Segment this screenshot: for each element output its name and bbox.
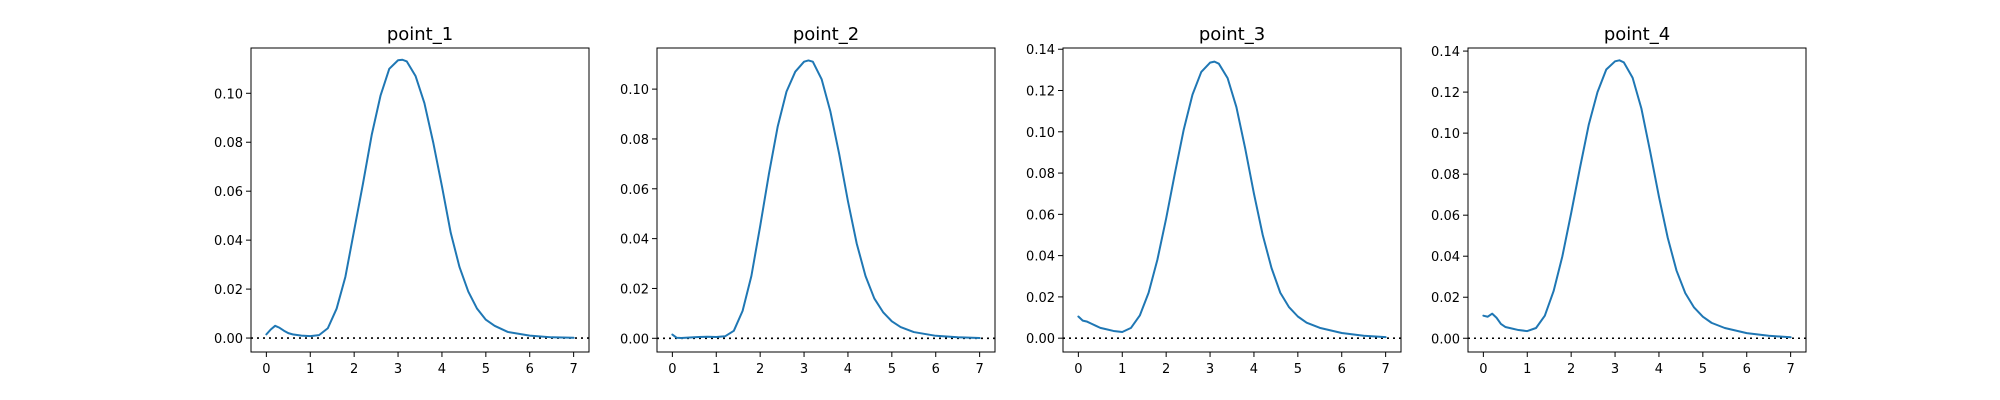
x-tick-label: 4 — [844, 362, 852, 377]
chart-panel-point-4: point_4 0 1 2 3 4 5 6 7 0.00 0.02 0.04 0.06 0.08 0.10… — [1431, 24, 1807, 377]
y-tick-label: 0.10 — [214, 87, 243, 102]
y-tick-label: 0.02 — [214, 283, 243, 298]
x-tick-label: 2 — [1567, 362, 1575, 377]
x-tick-label: 0 — [668, 362, 676, 377]
x-tick-label: 5 — [888, 362, 896, 377]
x-tick-label: 6 — [526, 362, 534, 377]
y-tick-label: 0.06 — [1431, 209, 1460, 224]
y-tick-label: 0.06 — [214, 185, 243, 200]
series-line — [1077, 60, 1387, 339]
x-tick-label: 6 — [932, 362, 940, 377]
x-tick-label: 2 — [756, 362, 764, 377]
y-tick-label: 0.02 — [620, 282, 649, 297]
y-tick-label: 0.14 — [1026, 43, 1055, 58]
y-tick-label: 0.12 — [1026, 85, 1055, 100]
x-tick-label: 3 — [1206, 362, 1214, 377]
axes-frame — [250, 47, 590, 353]
x-tick-label: 5 — [1294, 362, 1302, 377]
x-tick-label: 5 — [482, 362, 490, 377]
y-tick-label: 0.08 — [620, 133, 649, 148]
y-tick-label: 0.08 — [1431, 168, 1460, 183]
x-tick-label: 7 — [975, 362, 983, 377]
y-tick-label: 0.06 — [620, 183, 649, 198]
x-tick-label: 3 — [1611, 362, 1619, 377]
y-tick-label: 0.10 — [1431, 127, 1460, 142]
y-tick-label: 0.02 — [1431, 291, 1460, 306]
y-tick-label: 0.14 — [1431, 45, 1460, 60]
axes-frame — [1467, 47, 1807, 353]
y-tick-label: 0.04 — [1431, 250, 1460, 265]
chart-title: point_3 — [1199, 24, 1265, 45]
y-tick-label: 0.00 — [620, 332, 649, 347]
y-tick-label: 0.04 — [1026, 250, 1055, 265]
x-tick-label: 0 — [1074, 362, 1082, 377]
x-tick-label: 3 — [800, 362, 808, 377]
y-tick-label: 0.00 — [1431, 332, 1460, 347]
y-tick-label: 0.10 — [620, 83, 649, 98]
chart-panel-point-2: point_2 0 1 2 3 4 5 6 7 0.00 0.02 0.04 0.06 0.08 0.10 — [620, 24, 996, 377]
y-tick-label: 0.04 — [620, 233, 649, 248]
series-line — [1482, 59, 1792, 339]
y-tick-label: 0.08 — [1026, 167, 1055, 182]
series-line — [671, 59, 981, 340]
y-tick-label: 0.10 — [1026, 126, 1055, 141]
y-tick-label: 0.00 — [214, 332, 243, 347]
x-tick-label: 5 — [1699, 362, 1707, 377]
x-tick-label: 7 — [1381, 362, 1389, 377]
x-tick-label: 1 — [712, 362, 720, 377]
y-tick-label: 0.00 — [1026, 332, 1055, 347]
axes-frame — [1062, 47, 1402, 353]
y-tick-label: 0.12 — [1431, 86, 1460, 101]
y-tick-label: 0.04 — [214, 234, 243, 249]
x-tick-label: 7 — [1786, 362, 1794, 377]
x-tick-label: 4 — [1655, 362, 1663, 377]
x-tick-label: 4 — [438, 362, 446, 377]
x-tick-label: 2 — [1162, 362, 1170, 377]
y-tick-label: 0.08 — [214, 136, 243, 151]
x-tick-label: 7 — [569, 362, 577, 377]
x-tick-label: 1 — [1118, 362, 1126, 377]
x-tick-label: 0 — [1479, 362, 1487, 377]
x-tick-label: 2 — [350, 362, 358, 377]
chart-title: point_1 — [387, 24, 453, 45]
axes-frame — [656, 47, 996, 353]
chart-title: point_4 — [1604, 24, 1670, 45]
x-tick-label: 6 — [1338, 362, 1346, 377]
chart-title: point_2 — [793, 24, 859, 45]
series-line — [265, 58, 575, 339]
x-tick-label: 1 — [1523, 362, 1531, 377]
x-tick-label: 3 — [394, 362, 402, 377]
chart-panel-point-1: point_1 0 1 2 3 4 5 6 7 0.00 0.02 0.04 0.06 0.08 0.10 — [214, 24, 590, 377]
y-tick-label: 0.06 — [1026, 208, 1055, 223]
y-tick-label: 0.02 — [1026, 291, 1055, 306]
x-tick-label: 1 — [306, 362, 314, 377]
x-tick-label: 6 — [1743, 362, 1751, 377]
chart-panel-point-3: point_3 0 1 2 3 4 5 6 7 0.00 0.02 0.04 0.06 0.08 0.10… — [1026, 24, 1402, 377]
x-tick-label: 4 — [1250, 362, 1258, 377]
x-tick-label: 0 — [262, 362, 270, 377]
